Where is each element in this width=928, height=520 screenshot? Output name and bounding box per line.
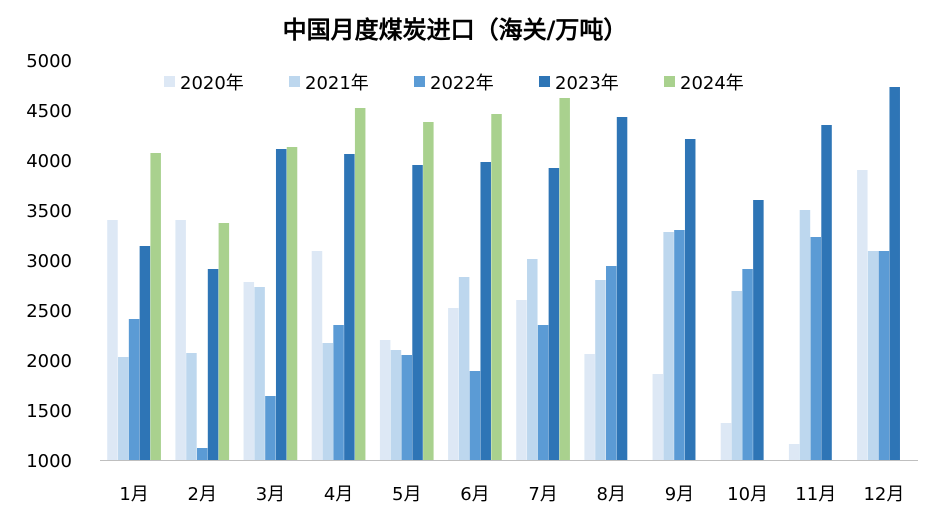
- bar-2023年-12月: [889, 87, 900, 460]
- legend-swatch: [164, 76, 175, 87]
- chart-title: 中国月度煤炭进口（海关/万吨）: [283, 16, 628, 44]
- x-tick-label: 12月: [863, 484, 904, 505]
- x-tick-label: 1月: [119, 484, 148, 505]
- legend-swatch: [414, 76, 425, 87]
- bar-2022年-12月: [878, 251, 890, 460]
- bar-2023年-2月: [207, 269, 219, 460]
- bar-2020年-3月: [243, 282, 255, 460]
- legend-label: 2021年: [305, 73, 369, 94]
- bar-2020年-11月: [788, 444, 800, 460]
- x-tick-label: 5月: [392, 484, 421, 505]
- bar-2021年-7月: [527, 259, 538, 460]
- y-tick-label: 2500: [26, 301, 72, 322]
- bar-2022年-11月: [810, 237, 821, 460]
- bar-2020年-4月: [311, 251, 323, 460]
- y-tick-label: 4000: [26, 151, 72, 172]
- x-tick-label: 9月: [665, 484, 694, 505]
- bar-2020年-1月: [107, 220, 118, 460]
- bar-2021年-9月: [663, 232, 674, 460]
- bar-2024年-6月: [491, 114, 502, 460]
- bar-2022年-6月: [469, 371, 481, 460]
- legend: 2020年 2021年 2022年 2023年 2024年: [164, 73, 744, 94]
- bar-2021年-5月: [390, 350, 402, 460]
- bar-2023年-9月: [684, 139, 696, 460]
- bar-2022年-2月: [197, 448, 208, 460]
- bar-2020年-2月: [175, 220, 186, 460]
- y-tick-label: 1500: [26, 401, 72, 422]
- bar-2021年-4月: [322, 343, 334, 460]
- x-tick-label: 10月: [727, 484, 768, 505]
- x-tick-label: 8月: [597, 484, 626, 505]
- bar-2023年-5月: [412, 165, 423, 460]
- bar-2024年-3月: [286, 147, 298, 460]
- bar-2022年-5月: [401, 355, 412, 460]
- bar-2020年-6月: [448, 308, 459, 460]
- bar-2021年-10月: [731, 291, 743, 460]
- bar-2023年-3月: [275, 149, 287, 460]
- bar-2021年-2月: [186, 353, 197, 460]
- bar-2020年-10月: [720, 423, 732, 460]
- bars-group: [107, 87, 900, 460]
- bar-2023年-7月: [548, 168, 560, 460]
- y-tick-label: 4500: [26, 101, 72, 122]
- bar-2023年-6月: [480, 162, 491, 460]
- y-tick-label: 3500: [26, 201, 72, 222]
- legend-label: 2023年: [555, 73, 619, 94]
- x-tick-label: 6月: [460, 484, 489, 505]
- bar-2023年-1月: [139, 246, 151, 460]
- y-axis: 1000 1500 2000 2500 3000 3500 4000 4500 5000: [26, 51, 72, 472]
- bar-2020年-7月: [516, 300, 527, 460]
- x-tick-label: 2月: [188, 484, 217, 505]
- bar-2022年-3月: [265, 396, 276, 460]
- bar-2024年-7月: [559, 98, 570, 460]
- bar-2020年-9月: [652, 374, 664, 460]
- legend-swatch: [289, 76, 300, 87]
- bar-2020年-8月: [584, 354, 595, 460]
- bar-2022年-7月: [537, 325, 549, 460]
- bar-2024年-4月: [354, 108, 366, 460]
- bar-2024年-1月: [150, 153, 161, 460]
- bar-2021年-12月: [867, 251, 879, 460]
- bar-2020年-5月: [379, 340, 391, 460]
- bar-2021年-11月: [799, 210, 811, 460]
- bar-2021年-1月: [118, 357, 129, 460]
- y-tick-label: 3000: [26, 251, 72, 272]
- bar-2023年-8月: [616, 117, 628, 460]
- bar-2022年-4月: [333, 325, 344, 460]
- x-tick-label: 7月: [528, 484, 557, 505]
- legend-swatch: [539, 76, 550, 87]
- bar-2021年-8月: [595, 280, 606, 460]
- bar-2022年-1月: [128, 319, 140, 460]
- bar-2022年-9月: [674, 230, 685, 460]
- legend-label: 2020年: [180, 73, 244, 94]
- bar-2020年-12月: [857, 170, 868, 460]
- x-tick-label: 11月: [795, 484, 836, 505]
- y-tick-label: 2000: [26, 351, 72, 372]
- bar-2023年-4月: [344, 154, 355, 460]
- bar-2022年-10月: [742, 269, 753, 460]
- x-tick-label: 4月: [324, 484, 353, 505]
- bar-2024年-5月: [423, 122, 434, 460]
- y-tick-label: 1000: [26, 451, 72, 472]
- bar-2023年-10月: [753, 200, 764, 460]
- bar-2021年-6月: [458, 277, 470, 460]
- bar-2021年-3月: [254, 287, 265, 460]
- bar-2022年-8月: [606, 266, 617, 460]
- legend-label: 2024年: [680, 73, 744, 94]
- bar-2024年-2月: [218, 223, 230, 460]
- bar-2023年-11月: [821, 125, 832, 460]
- x-axis: 1月 2月 3月 4月 5月 6月 7月 8月 9月 10月 11月 12月: [119, 484, 904, 505]
- y-tick-label: 5000: [26, 51, 72, 72]
- legend-swatch: [664, 76, 675, 87]
- legend-label: 2022年: [430, 73, 494, 94]
- x-tick-label: 3月: [256, 484, 285, 505]
